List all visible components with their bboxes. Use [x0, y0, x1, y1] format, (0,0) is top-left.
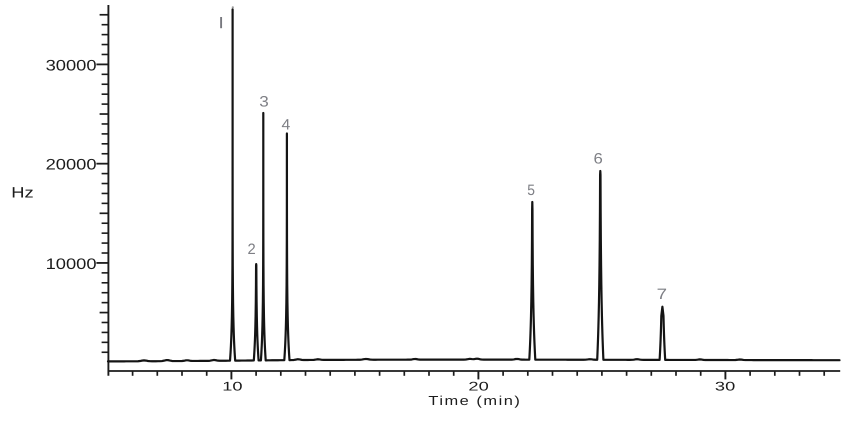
svg-text:Hz: Hz — [11, 184, 33, 201]
svg-text:30: 30 — [715, 380, 735, 394]
svg-text:20000: 20000 — [46, 157, 97, 174]
svg-text:7: 7 — [657, 286, 667, 303]
svg-text:10000: 10000 — [46, 256, 97, 273]
svg-text:2: 2 — [248, 241, 256, 258]
svg-text:5: 5 — [527, 182, 535, 199]
svg-text:30000: 30000 — [46, 57, 97, 74]
svg-text:4: 4 — [282, 117, 291, 134]
svg-text:20: 20 — [468, 380, 488, 394]
svg-text:Time (min): Time (min) — [428, 393, 521, 408]
svg-text:10: 10 — [222, 380, 242, 394]
svg-text:3: 3 — [259, 93, 269, 110]
svg-text:6: 6 — [594, 150, 603, 167]
